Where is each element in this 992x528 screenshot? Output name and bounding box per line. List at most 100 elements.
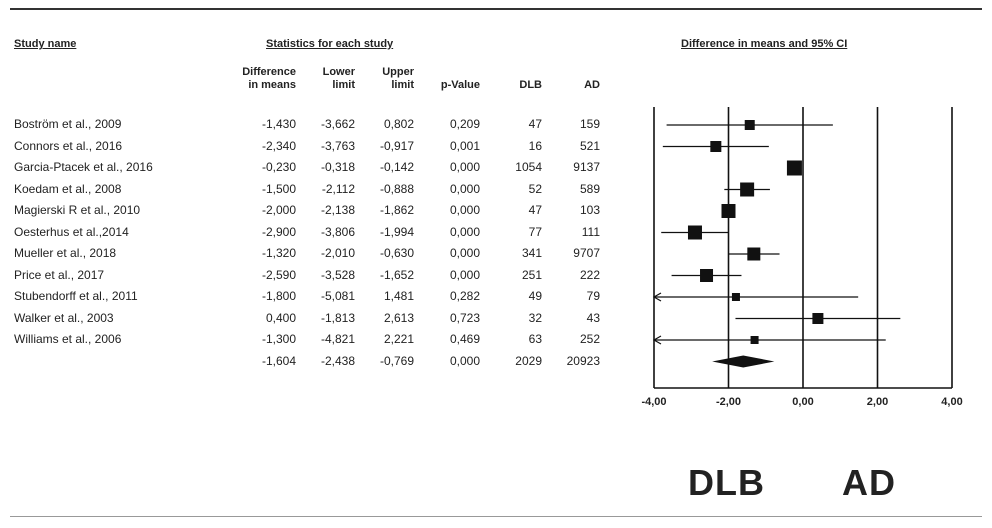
point-estimate <box>721 204 736 218</box>
cell-dlb: 47 <box>528 203 542 217</box>
col-lower-header: Lower limit <box>322 66 355 91</box>
cell-upper: -0,142 <box>379 160 414 174</box>
ci-arrow <box>652 292 662 302</box>
cell-p: 0,282 <box>449 289 480 303</box>
col-dlb-header: DLB <box>519 79 542 91</box>
summary-diff: -1,604 <box>261 353 296 368</box>
point-estimate <box>700 269 714 282</box>
cell-upper: -1,652 <box>379 267 414 282</box>
cell-lower: -2,138 <box>320 203 355 217</box>
cell-upper: -1,994 <box>379 224 414 239</box>
cell-diff: -0,230 <box>261 160 296 174</box>
study-name-cell: Connors et al., 2016 <box>14 138 123 153</box>
cell-p: 0,000 <box>449 267 480 282</box>
x-tick-label: -2,00 <box>716 396 741 408</box>
cell-p: 0,000 <box>449 203 480 217</box>
cell-p: 0,000 <box>449 246 480 260</box>
cell-lower: -3,806 <box>320 224 355 239</box>
cell-upper: 1,481 <box>383 289 414 303</box>
x-tick-label: 2,00 <box>867 396 888 408</box>
point-estimate <box>786 160 802 176</box>
cell-upper: -1,862 <box>379 203 414 217</box>
col-upper-header: Upper limit <box>382 66 414 91</box>
cell-lower: -4,821 <box>320 332 355 346</box>
ci-header: Difference in means and 95% CI <box>681 38 848 50</box>
summary-ad: 20923 <box>566 353 600 368</box>
cell-diff: -1,430 <box>261 117 296 131</box>
summary-dlb: 2029 <box>515 353 542 368</box>
cell-ad: 9707 <box>573 246 600 260</box>
cell-ad: 9137 <box>573 160 600 174</box>
cell-lower: -2,112 <box>321 181 355 196</box>
point-estimate <box>740 182 755 197</box>
cell-dlb: 32 <box>528 310 542 325</box>
study-name-cell: Walker et al., 2003 <box>14 310 114 325</box>
cell-diff: -2,340 <box>261 138 296 153</box>
cell-diff: -2,590 <box>261 267 296 282</box>
cell-lower: -3,528 <box>320 267 355 282</box>
cell-upper: -0,917 <box>379 138 414 153</box>
cell-diff: -2,900 <box>261 224 296 239</box>
point-estimate <box>750 336 759 344</box>
cell-p: 0,000 <box>449 224 480 239</box>
cell-lower: -3,763 <box>320 138 355 153</box>
cell-p: 0,000 <box>449 160 480 174</box>
cell-upper: -0,888 <box>379 181 414 196</box>
cell-upper: 0,802 <box>383 117 414 131</box>
cell-p: 0,469 <box>449 332 480 346</box>
cell-ad: 222 <box>579 267 600 282</box>
summary-diamond <box>712 355 775 368</box>
cell-ad: 79 <box>586 289 600 303</box>
col-difference-header: Difference in means <box>242 66 296 91</box>
cell-upper: 2,221 <box>383 332 414 346</box>
cell-p: 0,000 <box>449 181 480 196</box>
cell-dlb: 77 <box>528 224 542 239</box>
cell-diff: -1,300 <box>261 332 296 346</box>
cell-lower: -5,081 <box>320 289 355 303</box>
cell-ad: 43 <box>586 310 600 325</box>
cell-diff: -2,000 <box>261 203 296 217</box>
point-estimate <box>812 313 824 324</box>
study-name-cell: Boström et al., 2009 <box>14 117 122 131</box>
cell-ad: 252 <box>579 332 600 346</box>
cell-diff: -1,320 <box>261 246 296 260</box>
cell-dlb: 16 <box>528 138 542 153</box>
study-name-cell: Oesterhus et al.,2014 <box>14 224 129 239</box>
col-pvalue-header: p-Value <box>440 79 480 91</box>
cell-ad: 589 <box>579 181 600 196</box>
study-name-cell: Koedam et al., 2008 <box>14 181 122 196</box>
point-estimate <box>687 225 702 240</box>
x-tick-label: 4,00 <box>941 396 962 408</box>
cell-diff: 0,400 <box>265 310 296 325</box>
statistics-header: Statistics for each study <box>266 38 394 50</box>
study-name-cell: Magierski R et al., 2010 <box>14 203 141 217</box>
cell-ad: 159 <box>579 117 600 131</box>
study-name-header: Study name <box>14 38 77 50</box>
x-tick-label: -4,00 <box>641 396 666 408</box>
cell-upper: 2,613 <box>383 310 414 325</box>
point-estimate <box>747 247 761 261</box>
cell-lower: -0,318 <box>320 160 355 174</box>
cell-dlb: 49 <box>528 289 542 303</box>
cell-lower: -2,010 <box>320 246 355 260</box>
cell-lower: -1,813 <box>320 310 355 325</box>
point-estimate <box>744 120 755 130</box>
col-ad-header: AD <box>584 79 600 91</box>
bottom-rule <box>10 516 982 517</box>
dlb-label: DLB <box>688 462 765 503</box>
study-name-cell: Williams et al., 2006 <box>14 332 122 346</box>
cell-dlb: 52 <box>528 181 542 196</box>
point-estimate <box>731 293 740 301</box>
cell-lower: -3,662 <box>320 117 355 131</box>
ad-label: AD <box>842 462 896 503</box>
cell-diff: -1,500 <box>261 181 296 196</box>
cell-p: 0,723 <box>449 310 480 325</box>
summary-upper: -0,769 <box>379 353 414 368</box>
cell-dlb: 251 <box>521 267 542 282</box>
cell-ad: 521 <box>579 138 600 153</box>
cell-p: 0,209 <box>449 117 480 131</box>
study-name-cell: Mueller et al., 2018 <box>14 246 117 260</box>
study-name-cell: Price et al., 2017 <box>14 267 105 282</box>
cell-dlb: 47 <box>528 117 542 131</box>
